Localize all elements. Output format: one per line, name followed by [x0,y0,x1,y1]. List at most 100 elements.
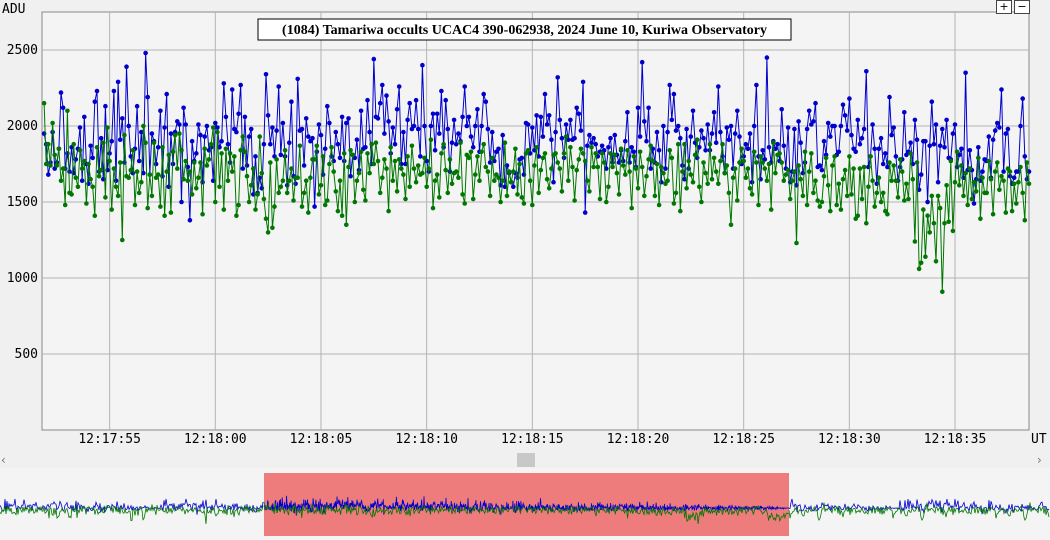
horizontal-scrollbar[interactable]: ‹ › [0,452,1050,468]
data-point [124,64,129,69]
data-point [745,166,751,171]
data-point [540,155,546,161]
data-point [999,87,1004,92]
data-point [747,186,753,191]
data-point [544,176,550,182]
data-point [654,129,660,135]
data-point [223,146,229,152]
data-point [101,140,106,145]
data-point [546,113,552,118]
data-point [462,84,468,89]
overview-navigator[interactable] [0,468,1050,540]
data-point [572,135,577,141]
data-point [240,134,246,139]
x-tick-label: 12:18:05 [290,432,353,447]
x-axis: 12:17:55 12:18:00 12:18:05 12:18:10 12:18:15… [78,432,986,447]
zoom-out-button[interactable]: − [1014,0,1030,14]
data-point [783,172,789,177]
data-point [210,125,216,130]
data-point [202,146,207,152]
data-point [1011,175,1017,180]
data-point [225,141,231,147]
data-point [396,84,402,89]
overview-series-line [0,504,264,525]
data-point [473,172,478,177]
data-point [754,160,759,165]
data-point [747,131,753,136]
data-point [500,178,506,183]
scroll-left-arrow-icon[interactable]: ‹ [1,453,6,467]
data-point [642,193,647,199]
data-point [692,152,698,158]
data-point [532,163,537,168]
data-point [538,114,544,120]
data-point [728,123,734,129]
data-point [253,154,258,159]
data-point [895,195,901,200]
data-point [477,178,482,183]
data-point [606,184,611,190]
data-point [198,132,203,138]
data-point [487,160,493,165]
data-point [678,135,683,141]
data-point [234,129,239,135]
data-point [737,160,742,165]
data-point [109,207,114,212]
data-point [711,155,717,161]
data-point [764,55,770,60]
data-point [120,116,125,121]
data-point [219,138,224,144]
data-point [659,179,664,185]
data-point [792,126,797,132]
data-point [82,158,87,164]
data-point [128,167,134,173]
data-point [229,169,235,174]
data-point [242,114,248,120]
data-point [278,152,284,158]
data-point [196,175,201,180]
data-point [295,76,301,82]
data-point [768,207,774,212]
data-point [864,69,869,74]
data-point [608,135,613,141]
scroll-right-arrow-icon[interactable]: › [1037,453,1042,467]
scrollbar-thumb[interactable] [517,453,535,467]
zoom-in-button[interactable]: + [996,0,1012,14]
data-point [189,192,195,197]
data-point [325,103,330,109]
data-point [202,134,207,139]
data-point [58,178,64,183]
data-point [906,196,911,202]
data-point [303,116,309,121]
overview-series [0,495,1050,525]
data-point [591,135,596,141]
data-point [749,192,755,197]
data-point [405,117,410,123]
data-point [88,143,93,149]
data-point [443,97,449,103]
data-point [278,184,284,190]
data-point [842,167,848,173]
data-point [732,131,738,136]
data-point [992,128,998,133]
data-point [937,205,943,211]
data-point [601,160,607,165]
data-point [978,216,983,221]
data-point [413,179,419,185]
data-point [834,202,839,208]
data-point [654,161,660,167]
data-point [713,169,719,174]
data-point [291,198,296,203]
data-point [299,204,305,209]
data-point [940,289,945,295]
data-point [817,204,823,209]
data-point [54,163,60,168]
data-point [610,164,615,170]
data-point [456,175,461,180]
data-point [756,202,761,208]
data-point [432,178,438,183]
data-point [973,189,979,194]
data-point [365,97,370,103]
data-point [41,100,47,106]
overview-series-line [263,495,790,516]
